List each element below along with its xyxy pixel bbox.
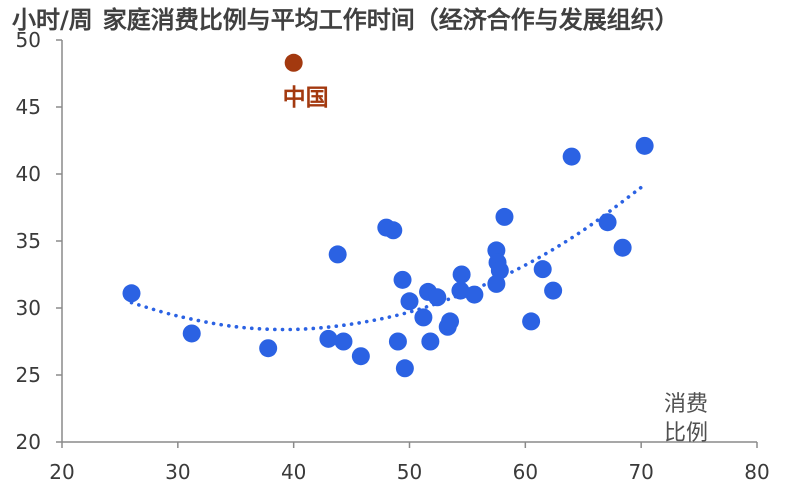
data-point: [393, 270, 412, 289]
title-line: 小时/周 家庭消费比例与平均工作时间（经济合作与发展组织）: [12, 6, 679, 34]
data-point: [522, 312, 541, 331]
highlight-point-china: [284, 53, 303, 72]
data-point: [319, 329, 338, 348]
data-point: [414, 308, 433, 327]
data-point: [259, 339, 278, 358]
y-tick-label: 35: [16, 229, 41, 253]
trendline: [129, 185, 643, 332]
y-tick-label: 20: [16, 430, 41, 454]
data-point: [635, 136, 654, 155]
data-point: [544, 281, 563, 300]
data-point: [351, 347, 370, 366]
y-tick-label: 45: [16, 95, 41, 119]
data-point: [400, 292, 419, 311]
x-axis-label-line-2: 比例: [664, 421, 708, 446]
x-tick-label: 60: [513, 460, 538, 484]
x-axis-label-line-1: 消费: [664, 392, 708, 417]
y-axis-unit-label: 小时/周: [12, 6, 93, 34]
data-point: [452, 265, 471, 284]
y-tick-label: 40: [16, 162, 41, 186]
x-tick-label: 20: [49, 460, 74, 484]
x-tick-label: 30: [165, 460, 190, 484]
x-tick-label: 70: [628, 460, 653, 484]
data-point: [421, 332, 440, 351]
data-point: [428, 288, 447, 307]
y-tick-label: 25: [16, 363, 41, 387]
data-point: [495, 207, 514, 226]
data-point: [562, 147, 581, 166]
data-points: [122, 136, 654, 378]
data-point: [384, 221, 403, 240]
data-point: [451, 281, 470, 300]
y-axis-ticks: 20 25 30 35 40 45 50: [16, 28, 62, 454]
data-point: [328, 245, 347, 264]
chart-title: 家庭消费比例与平均工作时间（经济合作与发展组织）: [103, 6, 679, 34]
data-point: [613, 238, 632, 257]
data-point: [122, 284, 141, 303]
x-tick-label: 40: [281, 460, 306, 484]
data-point: [395, 359, 414, 378]
y-tick-label: 50: [16, 28, 41, 52]
data-point: [533, 260, 552, 279]
data-point: [182, 324, 201, 343]
data-point: [334, 332, 353, 351]
data-point: [598, 213, 617, 232]
data-point: [487, 274, 506, 293]
y-tick-label: 30: [16, 296, 41, 320]
x-axis-ticks: 20 30 40 50 60 70 80: [49, 442, 770, 484]
data-point: [388, 332, 407, 351]
x-tick-label: 50: [397, 460, 422, 484]
data-point: [465, 285, 484, 304]
x-tick-label: 80: [744, 460, 769, 484]
data-point: [441, 312, 460, 331]
highlight-label-china: 中国: [283, 85, 329, 111]
